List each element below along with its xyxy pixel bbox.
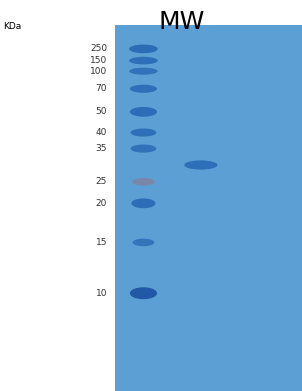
Text: 70: 70	[96, 84, 107, 93]
Text: 10: 10	[96, 289, 107, 298]
Ellipse shape	[133, 239, 154, 246]
Text: MW: MW	[158, 10, 204, 34]
Ellipse shape	[130, 287, 157, 299]
Ellipse shape	[130, 145, 156, 152]
Text: 40: 40	[96, 128, 107, 137]
Text: 50: 50	[96, 107, 107, 117]
Ellipse shape	[130, 85, 157, 93]
Ellipse shape	[129, 45, 158, 53]
Text: KDa: KDa	[3, 22, 21, 30]
Ellipse shape	[184, 160, 217, 170]
Ellipse shape	[130, 129, 156, 136]
Ellipse shape	[130, 107, 157, 117]
Text: 250: 250	[90, 44, 107, 54]
Text: 15: 15	[96, 238, 107, 247]
Ellipse shape	[129, 57, 158, 65]
Ellipse shape	[131, 198, 156, 208]
Text: 150: 150	[90, 56, 107, 65]
Text: 25: 25	[96, 177, 107, 187]
FancyBboxPatch shape	[115, 25, 302, 391]
Text: 20: 20	[96, 199, 107, 208]
Text: 35: 35	[96, 144, 107, 153]
Text: 100: 100	[90, 66, 107, 76]
Ellipse shape	[129, 68, 158, 75]
Ellipse shape	[132, 178, 155, 186]
